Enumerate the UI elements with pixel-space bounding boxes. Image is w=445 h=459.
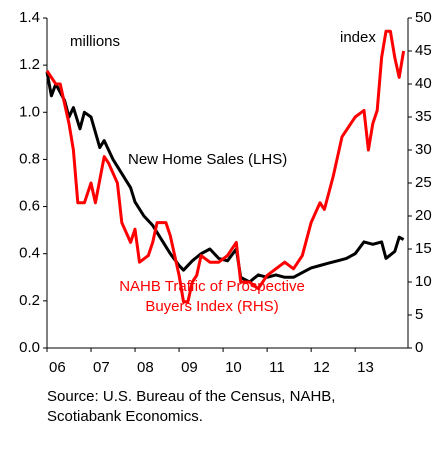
y2-tick-label: 45 [415, 42, 432, 59]
y2-tick-label: 0 [415, 339, 423, 356]
series-line [45, 29, 406, 304]
y2-tick-label: 35 [415, 108, 432, 125]
right-unit: index [340, 29, 376, 46]
y-tick-label: 0.2 [19, 292, 40, 309]
y2-tick-label: 25 [415, 174, 432, 191]
y-tick-label: 0.8 [19, 150, 40, 167]
y2-tick-label: 15 [415, 240, 432, 257]
source: Source: U.S. Bureau of the Census, NAHB, [47, 388, 335, 405]
y2-tick-label: 10 [415, 273, 432, 290]
red-label: Buyers Index (RHS) [145, 298, 278, 315]
y2-tick-label: 40 [415, 75, 432, 92]
y2-tick-label: 5 [415, 306, 423, 323]
y-tick-label: 0.4 [19, 245, 40, 262]
y-tick-label: 1.2 [19, 56, 40, 73]
black-label: New Home Sales (LHS) [128, 151, 287, 168]
left-unit: millions [70, 33, 120, 50]
y2-tick-label: 50 [415, 9, 432, 26]
x-tick-label: 13 [357, 359, 374, 376]
y-tick-label: 0.0 [19, 339, 40, 356]
y2-tick-label: 20 [415, 207, 432, 224]
y-tick-label: 1.4 [19, 9, 40, 26]
x-tick-label: 12 [313, 359, 330, 376]
red-label: NAHB Traffic of Prospective [119, 278, 305, 295]
x-tick-label: 11 [269, 359, 285, 376]
x-tick-label: 09 [181, 359, 198, 376]
y-tick-label: 1.0 [19, 103, 40, 120]
source: Scotiabank Economics. [47, 408, 203, 425]
x-tick-label: 10 [225, 359, 242, 376]
x-tick-label: 08 [137, 359, 154, 376]
y-tick-label: 0.6 [19, 198, 40, 215]
series-line [45, 71, 405, 284]
x-tick-label: 06 [49, 359, 66, 376]
y2-tick-label: 30 [415, 141, 432, 158]
x-tick-label: 07 [93, 359, 110, 376]
